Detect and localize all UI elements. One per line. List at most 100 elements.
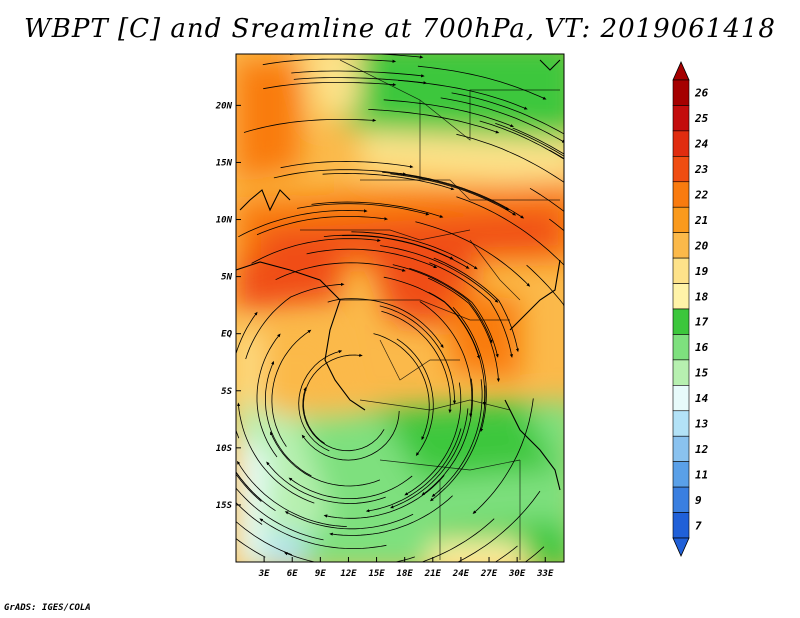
colorbar-swatch <box>672 130 690 157</box>
streamline <box>456 196 564 269</box>
borders <box>300 59 560 560</box>
streamline <box>409 267 499 358</box>
streamline <box>298 350 343 452</box>
grads-credit: GrADS: IGES/COLA <box>4 603 91 613</box>
streamline <box>479 120 564 160</box>
colorbar-label: 24 <box>694 138 709 151</box>
streamline <box>236 471 276 512</box>
streamline <box>245 282 345 360</box>
colorbar-label: 7 <box>695 519 702 532</box>
streamline <box>351 231 478 270</box>
streamline <box>236 487 324 541</box>
colorbar-label: 20 <box>694 239 709 252</box>
streamline <box>433 257 519 353</box>
streamline <box>526 264 564 309</box>
x-tick-label: 9E <box>315 569 326 579</box>
wbpt-field <box>236 54 564 562</box>
colorbar-swatch <box>672 232 690 259</box>
streamline <box>494 545 518 562</box>
streamline <box>236 460 347 527</box>
streamline <box>392 264 493 344</box>
y-axis: 20N 15N 10N 5N EQ 5S 10S 15S <box>215 101 241 511</box>
streamline <box>303 353 363 444</box>
colorbar-swatch <box>672 359 690 386</box>
streamline <box>243 118 377 133</box>
streamline <box>271 329 312 447</box>
streamline <box>419 301 473 418</box>
streamline <box>238 209 368 238</box>
colorbar: 26 25 24 23 22 21 20 19 18 17 16 15 14 13 12 11 9 7 <box>672 61 709 557</box>
streamline <box>428 291 486 406</box>
colorbar-label: 18 <box>695 290 709 303</box>
colorbar-swatch <box>672 410 690 437</box>
streamline <box>236 311 258 439</box>
y-tick-label: 10S <box>216 444 233 454</box>
colorbar-swatch <box>672 105 690 132</box>
x-tick-label: 30E <box>508 569 526 579</box>
x-tick-label: 18E <box>397 569 414 579</box>
map-frame <box>235 53 565 563</box>
streamline <box>236 473 262 502</box>
colorbar-swatch <box>672 283 690 310</box>
streamline <box>273 169 407 179</box>
x-tick-label: 27E <box>480 569 498 579</box>
streamline <box>512 127 564 155</box>
streamline <box>275 262 406 281</box>
streamline <box>237 402 315 504</box>
streamline <box>421 378 474 496</box>
colorbar-swatch <box>672 156 690 183</box>
colorbar-swatch <box>672 461 690 488</box>
streamline <box>417 65 547 100</box>
colorbar-label: 17 <box>695 316 709 329</box>
x-tick-label: 15E <box>368 569 385 579</box>
streamline <box>431 379 483 498</box>
colorbar-label: 26 <box>694 87 709 100</box>
streamline <box>301 410 400 461</box>
streamline <box>284 511 414 530</box>
colorbar-label: 13 <box>695 418 709 431</box>
streamline <box>263 82 397 90</box>
colorbar-swatch <box>672 512 690 539</box>
streamline <box>297 203 430 216</box>
streamline <box>373 333 430 441</box>
streamline <box>327 298 444 349</box>
streamline <box>311 201 444 218</box>
y-tick-label: 15S <box>216 501 233 511</box>
streamline <box>322 172 455 191</box>
streamline <box>399 173 525 219</box>
chart-title: WBPT [C] and Sreamline at 700hPa, VT: 20… <box>24 14 776 44</box>
streamline <box>236 538 266 558</box>
streamline <box>291 70 425 78</box>
x-tick-label: 24E <box>452 569 470 579</box>
colorbar-swatch <box>672 308 690 335</box>
streamline <box>427 277 500 383</box>
streamline <box>440 97 564 143</box>
colorbar-label: 21 <box>694 214 708 227</box>
streamline <box>415 221 531 287</box>
streamline <box>368 109 500 134</box>
colorbar-label: 12 <box>695 443 709 456</box>
colorbar-swatch <box>672 257 690 284</box>
streamline <box>379 305 457 405</box>
streamline <box>451 92 564 135</box>
streamline <box>524 546 545 562</box>
x-tick-label: 3E <box>258 569 270 579</box>
y-tick-label: 10N <box>216 216 233 226</box>
colorbar-label: 9 <box>695 494 702 507</box>
streamline <box>289 54 424 59</box>
streamline <box>323 234 454 260</box>
coastline <box>236 59 561 491</box>
colorbar-label: 22 <box>694 189 709 202</box>
y-tick-label: 20N <box>215 101 233 111</box>
colorbar-label: 15 <box>695 367 709 380</box>
streamline <box>380 245 499 303</box>
streamline <box>284 552 415 562</box>
streamline <box>397 80 528 110</box>
streamline <box>452 307 487 433</box>
streamline <box>251 238 381 264</box>
x-axis: 3E 6E 9E 12E 15E 18E 21E 24E 27E 30E 33E <box>258 557 554 579</box>
colorbar-label: 14 <box>695 392 709 405</box>
colorbar-swatch <box>672 79 690 106</box>
y-tick-label: 5N <box>221 273 232 283</box>
